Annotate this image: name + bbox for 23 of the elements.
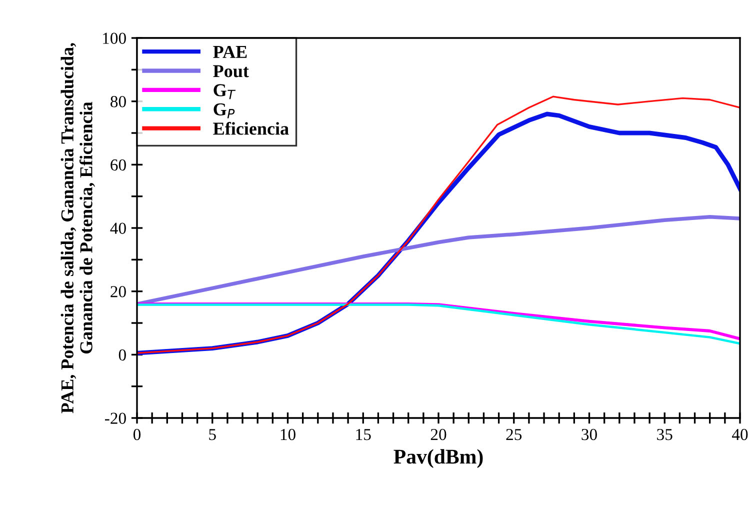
legend-label: G$_{P}$	[214, 103, 235, 118]
x-tick-label: 40	[732, 428, 748, 440]
y-axis-title: PAE, Potencia de salida, Ganancia Transducida, Ganancia de Potencia, Eficiencia	[60, 43, 95, 414]
x-tick-label: 25	[506, 428, 522, 440]
y-tick-label: 80	[110, 96, 126, 108]
y-tick-label: 60	[110, 159, 126, 171]
legend-label: G$_{T}$	[214, 84, 236, 100]
y-tick-label: 0	[118, 349, 126, 361]
x-tick-label: 20	[430, 428, 446, 440]
x-tick-label: 15	[356, 428, 371, 440]
y-tick-label: 100	[103, 32, 126, 44]
x-tick-label: 5	[209, 429, 216, 440]
legend-label: Eficiencia	[213, 122, 289, 135]
x-axis-title: Pav(dBm)	[394, 449, 483, 468]
legend-label: Pout	[213, 65, 249, 78]
y-tick-label: 40	[110, 222, 126, 234]
y-tick-label: -20	[104, 412, 126, 424]
x-tick-label: 30	[582, 428, 597, 440]
x-tick-label: 35	[657, 428, 672, 440]
y-tick-label: 20	[110, 286, 126, 298]
x-tick-label: 10	[280, 428, 296, 440]
x-tick-label: 0	[133, 428, 141, 440]
legend-label: PAE	[213, 46, 247, 58]
